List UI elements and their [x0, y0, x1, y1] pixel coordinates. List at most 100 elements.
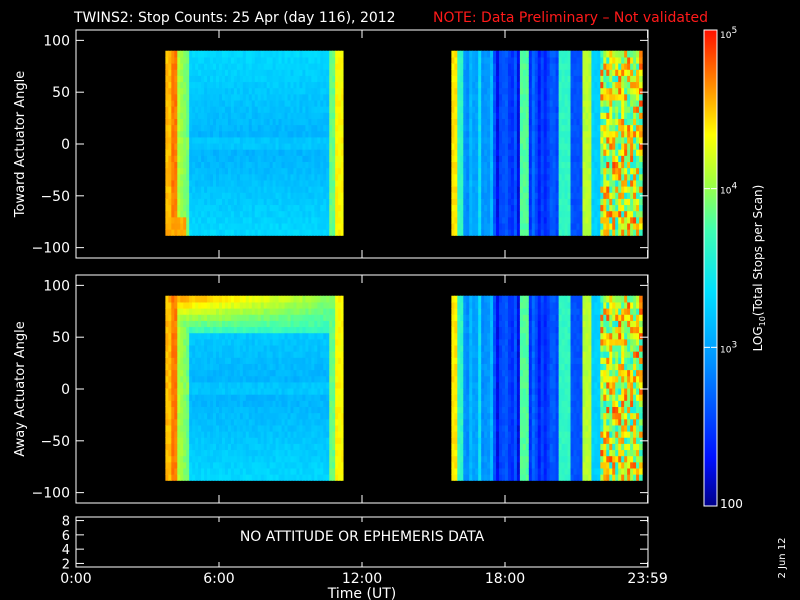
heatmap-cell [311, 229, 315, 236]
heatmap-cell [245, 467, 250, 475]
heatmap-cell [177, 314, 181, 321]
heatmap-cell [204, 431, 208, 438]
heatmap-cell [174, 394, 178, 401]
heatmap-cell [269, 308, 274, 315]
heatmap-cell [552, 75, 557, 83]
heatmap-cell [630, 142, 634, 150]
heatmap-cell [224, 186, 229, 193]
heatmap-cell [487, 192, 491, 199]
heatmap-cell [549, 149, 554, 156]
heatmap-cell [284, 75, 289, 83]
heatmap-cell [519, 149, 524, 156]
heatmap-cell [320, 229, 324, 236]
heatmap-cell [266, 455, 271, 463]
heatmap-cell [245, 406, 250, 414]
heatmap-cell [636, 155, 640, 163]
heatmap-cell [207, 301, 211, 309]
heatmap-cell [627, 149, 631, 156]
heatmap-cell [287, 394, 292, 401]
heatmap-cell [585, 81, 590, 89]
heatmap-cell [531, 63, 536, 70]
heatmap-cell [201, 192, 205, 199]
heatmap-cell [239, 69, 244, 76]
heatmap-cell [549, 173, 554, 181]
heatmap-cell [603, 112, 607, 119]
heatmap-cell [174, 167, 178, 175]
heatmap-cell [522, 56, 527, 64]
heatmap-cell [239, 406, 244, 414]
heatmap-cell [460, 124, 464, 132]
heatmap-cell [591, 167, 595, 175]
heatmap-cell [260, 326, 265, 334]
heatmap-cell [332, 161, 336, 169]
heatmap-cell [302, 173, 306, 181]
heatmap-cell [245, 155, 250, 163]
heatmap-cell [338, 69, 342, 76]
heatmap-cell [236, 357, 241, 364]
heatmap-cell [302, 124, 306, 132]
heatmap-cell [186, 56, 190, 64]
heatmap-cell [189, 210, 193, 218]
heatmap-cell [263, 142, 268, 150]
heatmap-cell [338, 198, 342, 206]
heatmap-cell [183, 381, 187, 389]
heatmap-cell [201, 461, 205, 469]
heatmap-cell [192, 406, 196, 414]
heatmap-cell [576, 161, 581, 169]
heatmap-cell [183, 81, 187, 89]
heatmap-cell [189, 474, 193, 481]
heatmap-cell [463, 167, 467, 175]
heatmap-cell [496, 124, 500, 132]
heatmap-cell [219, 112, 223, 119]
heatmap-cell [171, 357, 175, 364]
heatmap-cell [248, 431, 253, 438]
heatmap-cell [204, 130, 208, 138]
heatmap-cell [171, 179, 175, 187]
heatmap-cell [326, 118, 330, 126]
heatmap-cell [257, 412, 262, 420]
heatmap-cell [168, 142, 172, 150]
heatmap-cell [630, 229, 634, 236]
heatmap-cell [221, 161, 226, 169]
heatmap-cell [165, 400, 169, 408]
heatmap-cell [177, 338, 181, 346]
heatmap-cell [591, 186, 595, 193]
heatmap-cell [207, 431, 211, 438]
heatmap-cell [254, 216, 259, 224]
heatmap-cell [543, 204, 548, 212]
heatmap-cell [239, 81, 244, 89]
heatmap-cell [245, 118, 250, 126]
heatmap-cell [546, 210, 551, 218]
heatmap-cell [576, 69, 581, 76]
heatmap-cell [213, 81, 217, 89]
heatmap-cell [204, 161, 208, 169]
heatmap-cell [210, 320, 214, 328]
heatmap-cell [502, 87, 506, 95]
heatmap-cell [332, 69, 336, 76]
heatmap-cell [219, 118, 223, 126]
heatmap-cell [567, 210, 572, 218]
heatmap-cell [254, 222, 259, 230]
heatmap-cell [603, 198, 607, 206]
heatmap-cell [505, 149, 509, 156]
heatmap-cell [621, 99, 625, 107]
heatmap-cell [308, 161, 312, 169]
heatmap-cell [624, 142, 628, 150]
heatmap-cell [278, 381, 283, 389]
heatmap-cell [296, 63, 301, 70]
heatmap-cell [165, 124, 169, 132]
heatmap-cell [326, 93, 330, 101]
heatmap-cell [320, 56, 324, 64]
heatmap-cell [582, 93, 587, 101]
heatmap-cell [216, 443, 220, 451]
heatmap-cell [207, 387, 211, 395]
heatmap-cell [490, 112, 494, 119]
heatmap-cell [221, 449, 226, 457]
heatmap-cell [269, 338, 274, 346]
heatmap-cell [582, 56, 587, 64]
heatmap-cell [558, 136, 563, 144]
heatmap-cell [639, 81, 643, 89]
heatmap-cell [210, 363, 214, 371]
heatmap-cell [308, 149, 312, 156]
heatmap-cell [251, 216, 256, 224]
